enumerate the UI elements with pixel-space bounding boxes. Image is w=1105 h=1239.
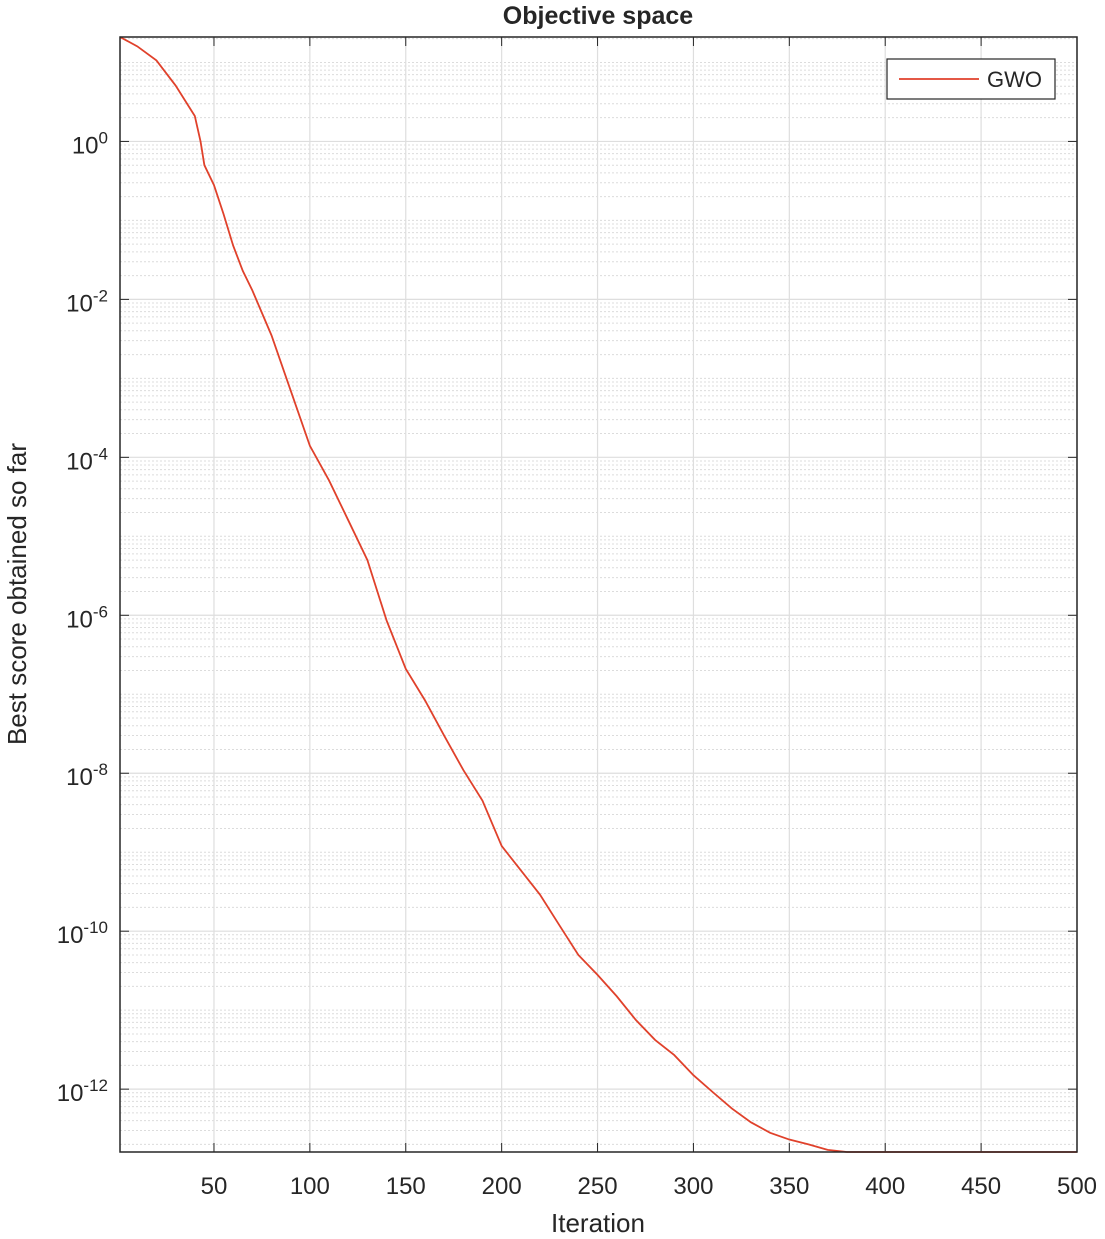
y-tick-label: 10-12 [57, 1076, 108, 1107]
x-tick-label: 350 [769, 1173, 809, 1200]
x-tick-label: 500 [1057, 1173, 1097, 1200]
x-tick-label: 450 [961, 1173, 1001, 1200]
x-tick-label: 400 [865, 1173, 905, 1200]
x-tick-label: 300 [673, 1173, 713, 1200]
x-tick-label: 100 [290, 1173, 330, 1200]
legend-label: GWO [987, 67, 1042, 92]
y-tick-label: 10-8 [66, 760, 108, 791]
plot-frame [119, 36, 1078, 1153]
y-tick-label: 10-10 [57, 918, 108, 949]
y-tick-label: 100 [72, 128, 108, 159]
y-tick-label: 10-6 [66, 602, 108, 633]
chart-title: Objective space [503, 2, 693, 30]
data-line [119, 36, 1077, 1153]
x-axis-label: Iteration [551, 1208, 645, 1238]
x-tick-label: 250 [578, 1173, 618, 1200]
y-tick-label: 10-2 [66, 286, 108, 317]
x-tick-label: 50 [201, 1173, 228, 1200]
x-tick-label: 200 [482, 1173, 522, 1200]
x-tick-label: 150 [386, 1173, 426, 1200]
y-axis-label: Best score obtained so far [2, 443, 32, 745]
y-tick-label: 10-4 [66, 444, 108, 475]
